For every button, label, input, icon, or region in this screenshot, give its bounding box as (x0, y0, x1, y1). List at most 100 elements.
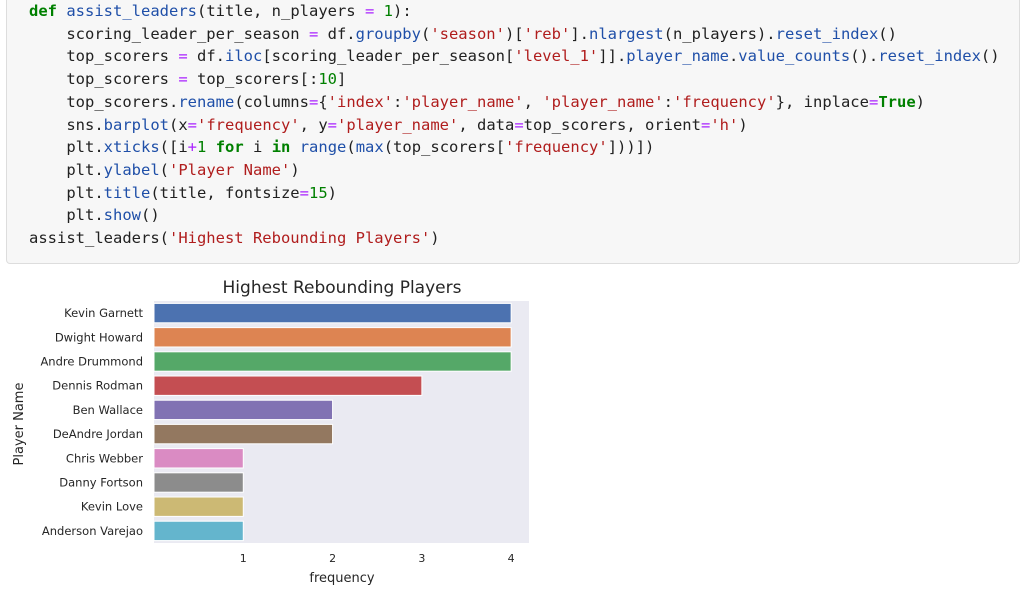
code-token: , data (458, 115, 515, 134)
code-token: (x (168, 115, 188, 134)
x-tick-label: 2 (329, 552, 336, 565)
bar (153, 520, 244, 542)
code-token: max (355, 138, 384, 157)
y-tick-label: Ben Wallace (73, 403, 143, 417)
code-token: }, inplace (775, 92, 869, 111)
code-line: assist_leaders('Highest Rebounding Playe… (29, 229, 440, 247)
code-token: = (700, 115, 711, 134)
code-token: plt. (29, 183, 104, 202)
code-token: 'player_name' (542, 92, 664, 111)
code-line: scoring_leader_per_season = df.groupby('… (29, 25, 897, 43)
code-token: = (178, 47, 188, 66)
code-token: = (178, 70, 188, 89)
bar-chart: Highest Rebounding Players Kevin Garnett… (12, 278, 529, 586)
code-token: = (299, 183, 309, 202)
code-token: df. (318, 24, 356, 43)
x-tick-label: 3 (418, 552, 425, 565)
code-token: 1 (197, 138, 207, 157)
code-token: 'player_name' (337, 115, 459, 134)
code-token: 'Player Name' (169, 160, 291, 179)
code-token: (n_players). (663, 24, 776, 43)
code-token: xticks (103, 138, 160, 157)
code-token: reset_index (878, 47, 981, 66)
bar (153, 448, 244, 469)
code-token: assist_leaders( (29, 229, 169, 248)
code-token: 'frequency' (197, 115, 300, 134)
code-token: = (187, 115, 197, 134)
code-token: ( (420, 24, 431, 43)
code-token: (). (850, 47, 879, 66)
code-line: top_scorers = top_scorers[:10] (29, 70, 346, 88)
code-token: sns. (29, 115, 104, 134)
code-cell[interactable]: def assist_leaders(title, n_players = 1)… (6, 0, 1020, 264)
code-token: = (327, 115, 337, 134)
code-token: range (299, 138, 347, 157)
code-token: True (878, 92, 916, 111)
code-token: player_name (626, 47, 729, 66)
x-tick-label: 4 (508, 552, 515, 565)
code-token: ) (915, 92, 925, 111)
code-token: ) (430, 229, 440, 248)
code-token: ) (738, 115, 748, 134)
code-token: iloc (224, 47, 263, 66)
code-token: ) (327, 183, 337, 202)
y-axis-label: Player Name (12, 383, 27, 466)
chart-title: Highest Rebounding Players (223, 278, 462, 298)
code-token: : (392, 92, 403, 111)
code-token: 'index' (327, 92, 393, 111)
code-token: () (140, 206, 160, 225)
code-token: rename (178, 92, 235, 111)
code-token: title (103, 183, 151, 202)
code-token: top_scorers[: (187, 70, 319, 89)
code-token (290, 138, 299, 156)
code-token: show (103, 206, 141, 225)
x-tick-label: 1 (240, 552, 247, 565)
code-token: reset_index (775, 24, 879, 43)
code-token: for (215, 138, 244, 157)
bar (153, 496, 244, 517)
code-token: = (364, 2, 375, 20)
y-tick-label: Danny Fortson (59, 476, 143, 490)
code-token: barplot (103, 115, 169, 134)
code-token: ]]. (598, 47, 627, 66)
code-token: , (523, 92, 543, 111)
code-token: 'frequency' (673, 92, 776, 111)
code-token: assist_leaders (66, 2, 197, 20)
code-token: ]. (570, 24, 589, 43)
code-token: : (663, 92, 673, 111)
code-token: top_scorers, orient (523, 115, 701, 134)
y-tick-label: Anderson Varejao (42, 524, 143, 538)
code-token: [scoring_leader_per_season[ (262, 47, 515, 66)
code-token: 'h' (710, 115, 739, 134)
code-token: 'player_name' (402, 92, 524, 111)
code-token: top_scorers. (29, 92, 179, 111)
code-line: top_scorers.rename(columns={'index':'pla… (29, 93, 925, 111)
code-token: (title, fontsize (150, 183, 300, 202)
code-token: 'level_1' (514, 47, 599, 66)
code-line: plt.show() (29, 206, 160, 225)
code-token: scoring_leader_per_season (29, 24, 309, 43)
code-editor[interactable]: def assist_leaders(title, n_players = 1)… (29, 0, 1000, 250)
x-axis-label: frequency (309, 571, 375, 586)
code-token: ( (346, 138, 356, 157)
code-token (374, 2, 383, 20)
code-line: sns.barplot(x='frequency', y='player_nam… (29, 115, 748, 134)
code-token: (title, n_players (197, 2, 365, 20)
code-token: (top_scorers[ (383, 138, 506, 157)
code-token: 'Highest Rebounding Players' (168, 229, 431, 248)
code-token: = (514, 115, 524, 134)
y-tick-label: Kevin Garnett (64, 306, 143, 320)
code-token: { (318, 92, 328, 111)
code-line: plt.xticks([i+1 for i in range(max(top_s… (29, 138, 654, 156)
code-token: in (271, 138, 291, 157)
code-token: groupby (355, 24, 421, 43)
code-token: ): (393, 2, 412, 20)
code-token: = (308, 92, 319, 111)
output-area: Highest Rebounding Players Kevin Garnett… (0, 265, 1020, 593)
bar (153, 423, 334, 445)
code-token: = (868, 92, 879, 111)
code-token: 'frequency' (505, 138, 608, 157)
y-tick-label: Dennis Rodman (52, 379, 143, 393)
bar (153, 375, 423, 396)
code-token: value_counts (738, 47, 851, 66)
